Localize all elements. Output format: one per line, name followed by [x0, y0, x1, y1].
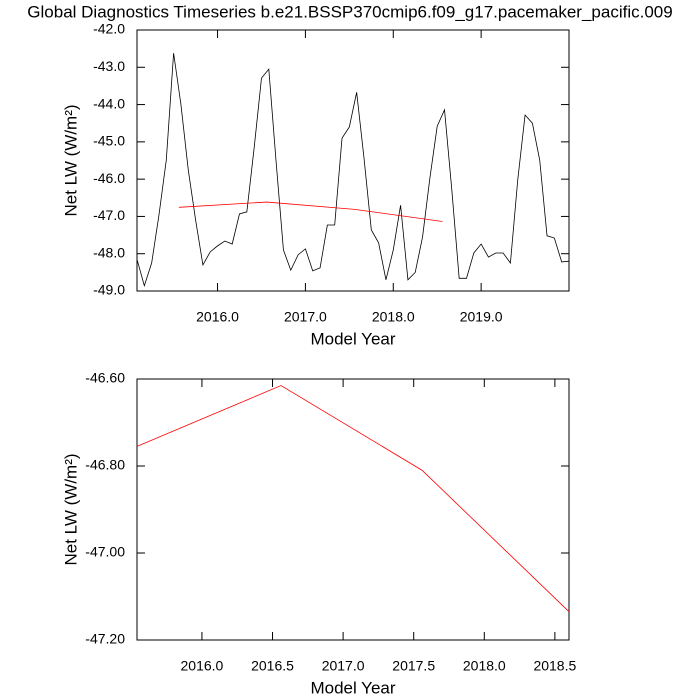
y-tick-label: -48.0	[93, 244, 125, 260]
x-tick-label: 2016.0	[196, 309, 239, 325]
y-tick-label: -42.0	[93, 21, 125, 37]
x-tick-label: 2017.5	[392, 658, 435, 674]
y-axis-label: Net LW (W/m²)	[61, 104, 80, 216]
plot-frame	[136, 29, 570, 292]
y-tick-label: -46.80	[85, 457, 125, 473]
x-tick-label: 2019.0	[460, 309, 503, 325]
data-line	[136, 53, 570, 288]
y-tick-label: -46.0	[93, 170, 125, 186]
x-tick-label: 2018.0	[372, 309, 415, 325]
x-tick-label: 2017.0	[322, 658, 365, 674]
data-line	[136, 385, 570, 613]
y-tick-label: -43.0	[93, 58, 125, 74]
y-tick-label: -44.0	[93, 95, 125, 111]
x-tick-label: 2016.5	[251, 658, 294, 674]
y-tick-label: -49.0	[93, 282, 125, 298]
x-tick-label: 2018.0	[463, 658, 506, 674]
y-tick-label: -45.0	[93, 133, 125, 149]
y-tick-label: -47.0	[93, 207, 125, 223]
y-tick-label: -47.00	[85, 544, 125, 560]
y-axis-label: Net LW (W/m²)	[61, 453, 80, 565]
plot-frame	[136, 378, 570, 641]
x-tick-label: 2017.0	[284, 309, 327, 325]
y-tick-label: -47.20	[85, 631, 125, 647]
x-axis-label: Model Year	[310, 678, 395, 697]
data-line	[178, 201, 443, 222]
y-tick-label: -46.60	[85, 370, 125, 386]
x-tick-label: 2018.5	[533, 658, 576, 674]
chart-title: Global Diagnostics Timeseries b.e21.BSSP…	[27, 2, 672, 21]
x-tick-label: 2016.0	[181, 658, 224, 674]
x-axis-label: Model Year	[310, 329, 395, 348]
